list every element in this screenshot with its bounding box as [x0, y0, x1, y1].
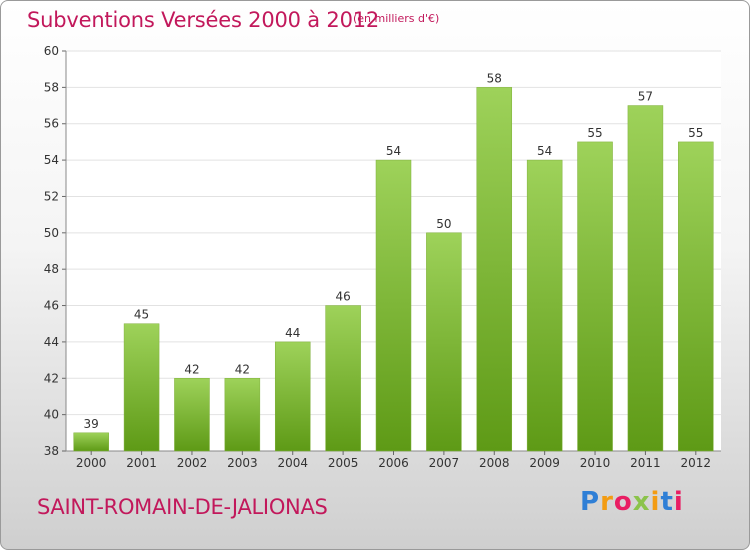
data-label: 46	[335, 290, 350, 304]
x-tick-label: 2012	[681, 456, 712, 470]
bar	[426, 232, 462, 452]
bar	[526, 159, 563, 452]
y-tick-label: 44	[44, 335, 59, 349]
y-tick-label: 50	[44, 226, 59, 240]
proxiti-logo: Proxiti	[580, 487, 684, 517]
y-tick-label: 52	[44, 189, 59, 203]
data-label: 54	[386, 144, 401, 158]
x-tick-label: 2009	[529, 456, 560, 470]
bar	[678, 141, 714, 452]
x-tick-label: 2010	[580, 456, 611, 470]
logo-letter: o	[613, 487, 633, 517]
y-tick-label: 58	[44, 80, 59, 94]
data-label: 55	[587, 126, 602, 140]
bar	[577, 141, 613, 452]
x-tick-label: 2000	[76, 456, 107, 470]
y-tick-label: 46	[44, 299, 59, 313]
bar	[224, 378, 261, 452]
y-tick-label: 60	[44, 44, 59, 58]
bar	[123, 323, 160, 452]
x-tick-label: 2003	[227, 456, 258, 470]
x-tick-label: 2006	[378, 456, 409, 470]
data-label: 58	[487, 71, 502, 85]
chart-title: Subventions Versées 2000 à 2012	[27, 8, 380, 32]
bar	[375, 159, 412, 452]
x-tick-label: 2004	[277, 456, 308, 470]
y-tick-label: 54	[44, 153, 59, 167]
logo-letter: i	[673, 487, 684, 517]
data-label: 57	[638, 90, 653, 104]
chart-subtitle: (en milliers d'€)	[353, 12, 440, 25]
y-tick-label: 40	[44, 408, 59, 422]
data-label: 55	[688, 126, 703, 140]
data-label: 42	[184, 362, 199, 376]
bar	[476, 87, 513, 452]
x-tick-label: 2005	[328, 456, 359, 470]
logo-letter: i	[650, 487, 661, 517]
logo-letter: t	[660, 487, 674, 517]
x-tick-label: 2008	[479, 456, 510, 470]
y-tick-label: 42	[44, 371, 59, 385]
x-tick-label: 2001	[126, 456, 157, 470]
bar	[274, 341, 311, 452]
data-label: 39	[84, 417, 99, 431]
x-tick-label: 2011	[630, 456, 661, 470]
bar	[73, 432, 109, 452]
data-label: 45	[134, 308, 149, 322]
data-label: 54	[537, 144, 552, 158]
data-label: 44	[285, 326, 300, 340]
bar	[627, 105, 664, 452]
x-tick-label: 2007	[429, 456, 460, 470]
logo-letter: r	[600, 487, 614, 517]
y-tick-label: 56	[44, 117, 59, 131]
data-label: 50	[436, 217, 451, 231]
bar	[174, 378, 210, 452]
x-tick-label: 2002	[177, 456, 208, 470]
town-name: SAINT-ROMAIN-DE-JALIONAS	[37, 495, 328, 519]
y-tick-label: 48	[44, 262, 59, 276]
y-tick-label: 38	[44, 444, 59, 458]
bar	[325, 305, 361, 452]
logo-letter: x	[632, 487, 651, 517]
data-label: 42	[235, 362, 250, 376]
logo-letter: P	[580, 487, 601, 517]
